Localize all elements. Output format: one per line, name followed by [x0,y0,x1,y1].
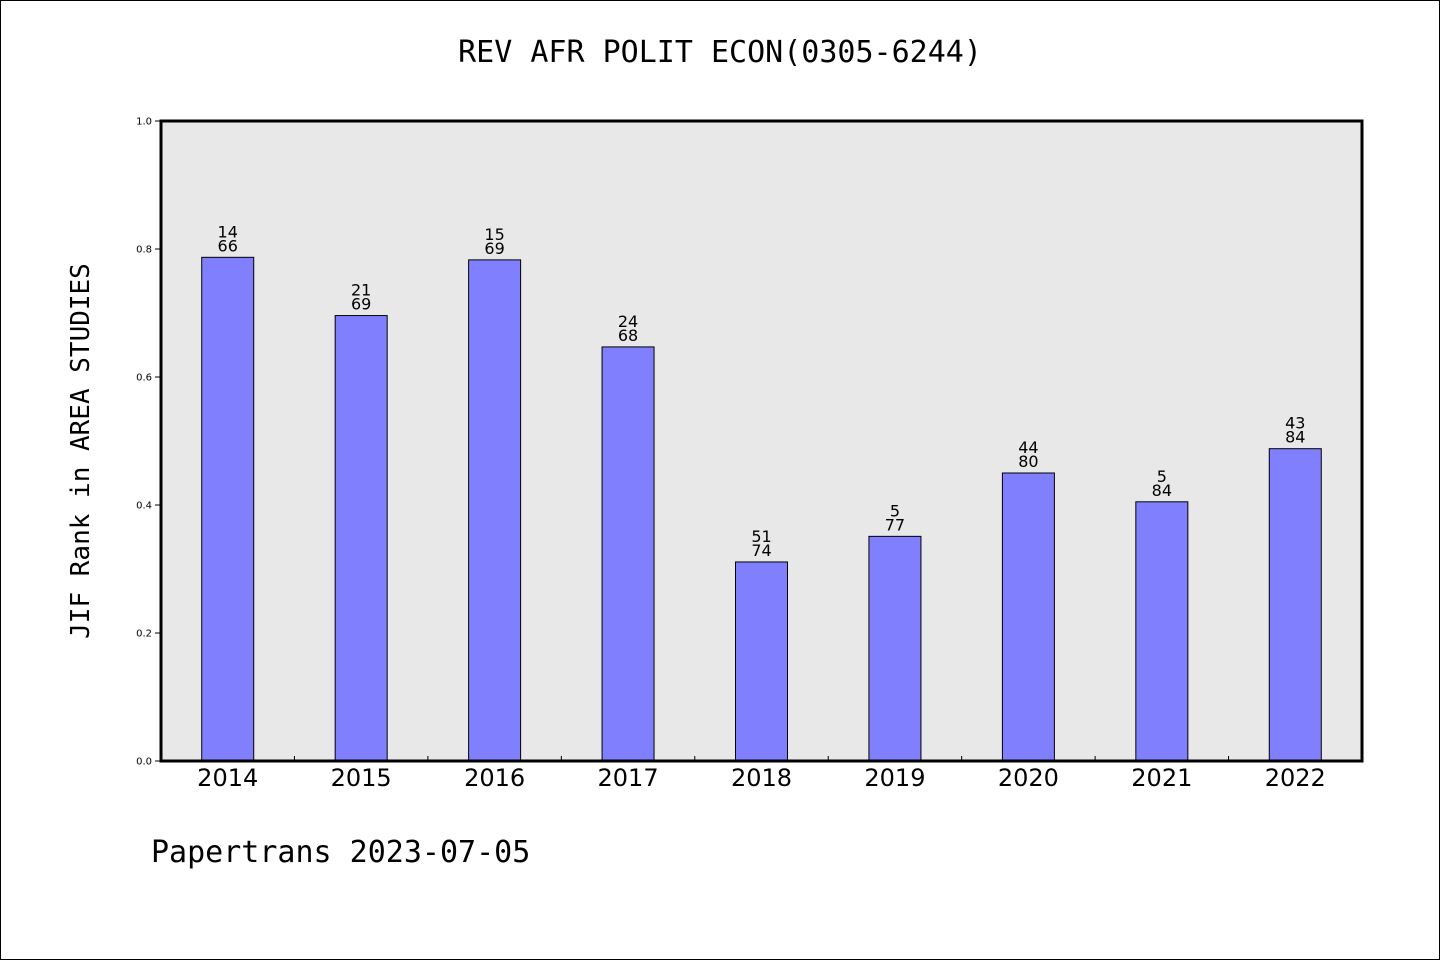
bar [601,346,655,762]
data-label-total: 80 [1018,452,1038,471]
bar [334,315,388,762]
y-tick-label: 0.8 [136,245,152,256]
x-tick-label: 2020 [998,764,1059,792]
data-label-total: 69 [484,239,504,258]
x-tick-label: 2014 [197,764,258,792]
data-label-rank: 21 [351,281,371,300]
data-label-rank: 14 [218,222,238,241]
y-tick-label: 0.2 [136,629,152,640]
data-label-rank: 44 [1018,438,1038,457]
x-tick-label: 2016 [464,764,525,792]
bar [868,535,922,762]
data-label-total: 84 [1152,481,1172,500]
data-label-total: 77 [885,515,905,534]
y-tick-label: 0.6 [136,373,152,384]
data-label-rank: 43 [1285,414,1305,433]
data-label-total: 74 [751,541,771,560]
y-tick-label: 1.0 [136,117,152,128]
data-label-rank: 51 [751,527,771,546]
x-tick-label: 2017 [598,764,659,792]
x-tick-label: 2021 [1131,764,1192,792]
data-label-rank: 24 [618,312,638,331]
bar [1135,501,1189,762]
x-tick-label: 2022 [1265,764,1326,792]
bar [201,256,255,762]
footer-credit: Papertrans 2023-07-05 [151,835,531,870]
bar [1001,472,1055,762]
data-label-rank: 5 [890,501,900,520]
x-tick-label: 2019 [864,764,925,792]
y-tick-label: 0.4 [136,501,152,512]
bar [468,259,522,762]
plot-border [159,119,1364,763]
x-tick-label: 2018 [731,764,792,792]
data-label-rank: 5 [1157,467,1167,486]
x-tick-label: 2015 [331,764,392,792]
data-label-rank: 15 [484,225,504,244]
data-label-total: 84 [1285,428,1305,447]
data-label-total: 68 [618,326,638,345]
data-label-total: 66 [218,236,238,255]
y-tick-label: 0.0 [136,757,152,768]
chart-title: REV AFR POLIT ECON(0305-6244) [458,35,982,70]
data-label-total: 69 [351,295,371,314]
bar [1268,448,1322,762]
bar [735,561,788,762]
